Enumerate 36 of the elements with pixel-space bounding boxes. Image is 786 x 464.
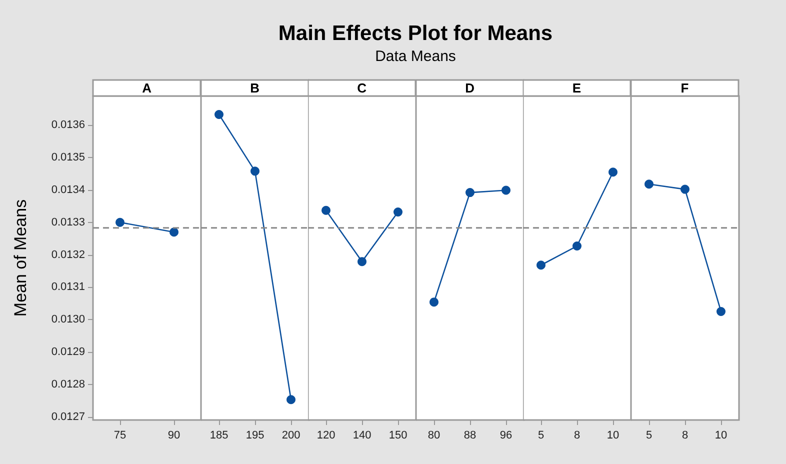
x-tick-label: 10 bbox=[714, 430, 727, 442]
x-tick-label: 120 bbox=[316, 430, 336, 442]
chart-title: B bbox=[250, 80, 259, 96]
x-tick-label: 185 bbox=[209, 430, 228, 442]
x-tick-label: 96 bbox=[499, 430, 512, 442]
y-tick-label: 0.0131 bbox=[51, 281, 85, 294]
y-tick-label: 0.0130 bbox=[51, 314, 85, 326]
y-tick-label: 0.0135 bbox=[51, 152, 85, 164]
chart-title: D bbox=[464, 80, 474, 96]
y-tick-label: 0.0136 bbox=[51, 119, 85, 132]
y-tick-label: 0.0129 bbox=[51, 346, 85, 358]
x-tick-label: 80 bbox=[427, 430, 440, 442]
chart-title: E bbox=[572, 80, 582, 96]
x-tick-label: 8 bbox=[574, 430, 580, 442]
x-tick-label: 10 bbox=[606, 430, 620, 442]
text: Main Effects Plot for Means bbox=[277, 22, 554, 46]
y-tick-label: 0.0127 bbox=[51, 410, 85, 423]
chart-title: C bbox=[357, 80, 368, 96]
x-tick-label: 140 bbox=[352, 430, 372, 442]
y-axis-title: Mean of Means bbox=[11, 199, 30, 317]
x-tick-label: 5 bbox=[645, 430, 652, 442]
x-tick-label: 5 bbox=[538, 430, 544, 442]
x-tick-label: 90 bbox=[168, 430, 180, 442]
x-tick-label: 88 bbox=[463, 430, 476, 442]
x-tick-label: 200 bbox=[281, 430, 300, 442]
chart-title: F bbox=[680, 80, 688, 96]
x-tick-label: 75 bbox=[114, 430, 126, 442]
x-tick-label: 195 bbox=[245, 430, 264, 442]
y-tick-label: 0.0133 bbox=[51, 216, 85, 228]
y-tick-label: 0.0134 bbox=[51, 184, 85, 196]
chart-title: A bbox=[142, 80, 152, 96]
text: Data Means bbox=[374, 48, 457, 65]
x-tick-label: 150 bbox=[388, 430, 408, 442]
x-tick-label: 8 bbox=[681, 430, 688, 442]
y-tick-label: 0.0132 bbox=[51, 248, 85, 261]
y-tick-label: 0.0128 bbox=[51, 378, 85, 390]
